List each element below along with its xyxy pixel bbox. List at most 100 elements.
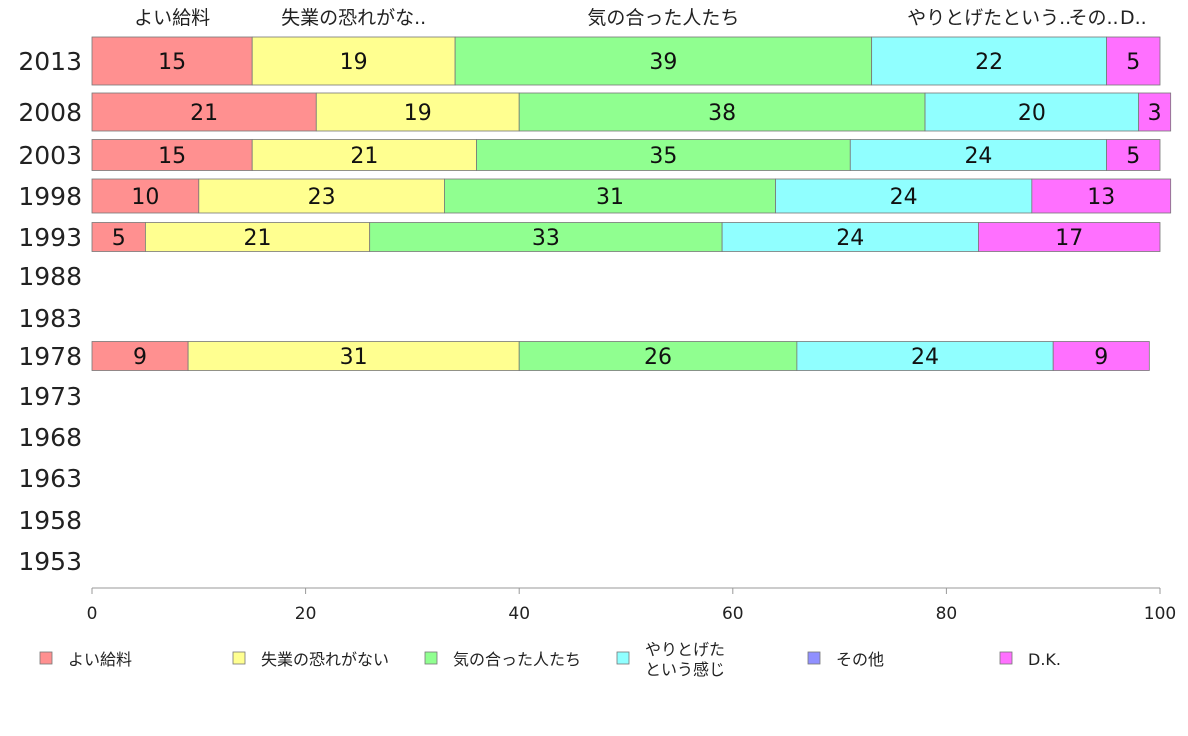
data-label-1978-series-3: 24 — [911, 345, 939, 370]
bar-segment-2013-series-2 — [454, 36, 873, 86]
bar-segment-1998-series-1 — [198, 178, 445, 214]
bar-segment-1978-series-1 — [187, 341, 520, 371]
x-tick-label-20: 20 — [295, 604, 317, 624]
legend-label-5: D.K. — [1028, 650, 1061, 669]
legend-swatch-3 — [616, 651, 630, 665]
bar-segment-1998-series-3 — [775, 178, 1033, 214]
top-label-series-5: D.. — [1120, 7, 1147, 29]
data-label-1998-series-2: 31 — [596, 185, 624, 210]
year-label-1988: 1988 — [18, 262, 82, 291]
data-label-1998-series-1: 23 — [308, 185, 336, 210]
data-label-1998-series-5: 13 — [1087, 185, 1115, 210]
bar-segment-2008-series-5 — [1138, 92, 1172, 132]
data-label-1993-series-1: 21 — [244, 226, 272, 251]
bar-segment-1998-series-2 — [444, 178, 776, 214]
year-label-1998: 1998 — [18, 182, 82, 211]
data-label-1978-series-2: 26 — [644, 345, 672, 370]
bar-segment-1978-series-2 — [518, 341, 798, 371]
x-tick-label-60: 60 — [722, 604, 744, 624]
data-label-2008-series-2: 38 — [708, 101, 736, 126]
data-label-1978-series-0: 9 — [133, 345, 147, 370]
legend-label-0: よい給料 — [68, 650, 132, 669]
bar-segment-2013-series-0 — [91, 36, 253, 86]
bar-segment-2008-series-0 — [91, 92, 317, 132]
legend-swatch-0 — [39, 651, 53, 665]
year-label-1953: 1953 — [18, 547, 82, 576]
year-axis-labels: 2013 2008 2003 1998 1993 1988 1983 1978 1973 1968… — [18, 47, 82, 576]
bar-segment-1993-series-1 — [144, 222, 371, 252]
data-label-1993-series-0: 5 — [112, 226, 126, 251]
legend-label-1: 失業の恐れがない — [261, 650, 389, 669]
year-label-1968: 1968 — [18, 423, 82, 452]
data-label-2008-series-3: 20 — [1018, 101, 1046, 126]
year-label-1958: 1958 — [18, 506, 82, 535]
bar-segment-1998-series-0 — [91, 178, 200, 214]
data-label-2003-series-3: 24 — [964, 144, 992, 169]
x-tick-label-40: 40 — [508, 604, 530, 624]
data-label-2013-series-5: 5 — [1126, 50, 1140, 75]
legend: よい給料 失業の恐れがない 気の合った人たち やりとげたという感じ その他 D.K. — [39, 640, 1061, 679]
bar-segment-2013-series-5 — [1106, 36, 1161, 86]
legend-swatch-5 — [999, 651, 1013, 665]
data-label-2008-series-0: 21 — [190, 101, 218, 126]
top-label-series-2: 気の合った人たち — [587, 7, 739, 29]
year-label-1963: 1963 — [18, 464, 82, 493]
x-tick-label-0: 0 — [87, 604, 98, 624]
year-label-1973: 1973 — [18, 382, 82, 411]
top-label-series-3: やりとげたという.. — [907, 7, 1071, 29]
bars-area: 15 19 39 22 521 19 38 20 315 21 35 24 510 23 31 24 135 21… — [91, 36, 1172, 371]
year-label-2008: 2008 — [18, 98, 82, 127]
legend-swatch-1 — [232, 651, 246, 665]
legend-swatch-2 — [424, 651, 438, 665]
bar-segment-2003-series-1 — [251, 139, 477, 171]
bar-segment-1993-series-2 — [369, 222, 723, 252]
x-axis: 0 20 40 60 80 100 — [87, 587, 1176, 624]
bar-segment-1998-series-5 — [1031, 178, 1172, 214]
data-label-1978-series-5: 9 — [1094, 345, 1108, 370]
bar-segment-1978-series-5 — [1052, 341, 1150, 371]
year-label-1978: 1978 — [18, 342, 82, 371]
top-label-series-4: その.. — [1069, 7, 1119, 29]
top-label-series-1: 失業の恐れがな.. — [281, 7, 426, 29]
legend-label-2: 気の合った人たち — [453, 650, 581, 669]
data-label-2013-series-3: 22 — [975, 50, 1003, 75]
data-label-2008-series-5: 3 — [1148, 101, 1162, 126]
legend-label-4: その他 — [836, 650, 884, 669]
bar-segment-2013-series-1 — [251, 36, 456, 86]
data-label-2003-series-2: 35 — [649, 144, 677, 169]
x-tick-label-80: 80 — [936, 604, 958, 624]
data-label-2008-series-1: 19 — [404, 101, 432, 126]
legend-label-3: やりとげたという感じ — [645, 640, 725, 679]
data-label-1993-series-2: 33 — [532, 226, 560, 251]
bar-segment-1978-series-3 — [796, 341, 1054, 371]
legend-swatch-4 — [807, 651, 821, 665]
bar-segment-1993-series-0 — [91, 222, 146, 252]
data-label-1993-series-5: 17 — [1055, 226, 1083, 251]
data-label-1998-series-0: 10 — [131, 185, 159, 210]
bar-segment-2003-series-2 — [476, 139, 851, 171]
data-label-1993-series-3: 24 — [836, 226, 864, 251]
data-label-2003-series-0: 15 — [158, 144, 186, 169]
year-label-2003: 2003 — [18, 141, 82, 170]
bar-segment-2003-series-3 — [849, 139, 1108, 171]
data-label-2013-series-1: 19 — [340, 50, 368, 75]
year-label-1983: 1983 — [18, 304, 82, 333]
top-series-labels: よい給料 失業の恐れがな.. 気の合った人たち やりとげたという.. D..その.. — [134, 7, 1147, 29]
year-label-1993: 1993 — [18, 223, 82, 252]
bar-segment-1993-series-5 — [978, 222, 1161, 252]
data-label-1978-series-1: 31 — [340, 345, 368, 370]
top-label-series-0: よい給料 — [134, 7, 210, 29]
data-label-2003-series-1: 21 — [350, 144, 378, 169]
bar-segment-2008-series-2 — [518, 92, 926, 132]
data-label-2013-series-0: 15 — [158, 50, 186, 75]
year-label-2013: 2013 — [18, 47, 82, 76]
data-label-2013-series-2: 39 — [649, 50, 677, 75]
bar-segment-2013-series-3 — [871, 36, 1108, 86]
x-tick-label-100: 100 — [1144, 604, 1176, 624]
bar-segment-2008-series-1 — [315, 92, 520, 132]
data-label-1998-series-3: 24 — [890, 185, 918, 210]
bar-segment-2008-series-3 — [924, 92, 1140, 132]
data-label-2003-series-5: 5 — [1126, 144, 1140, 169]
bar-segment-2003-series-5 — [1106, 139, 1161, 171]
